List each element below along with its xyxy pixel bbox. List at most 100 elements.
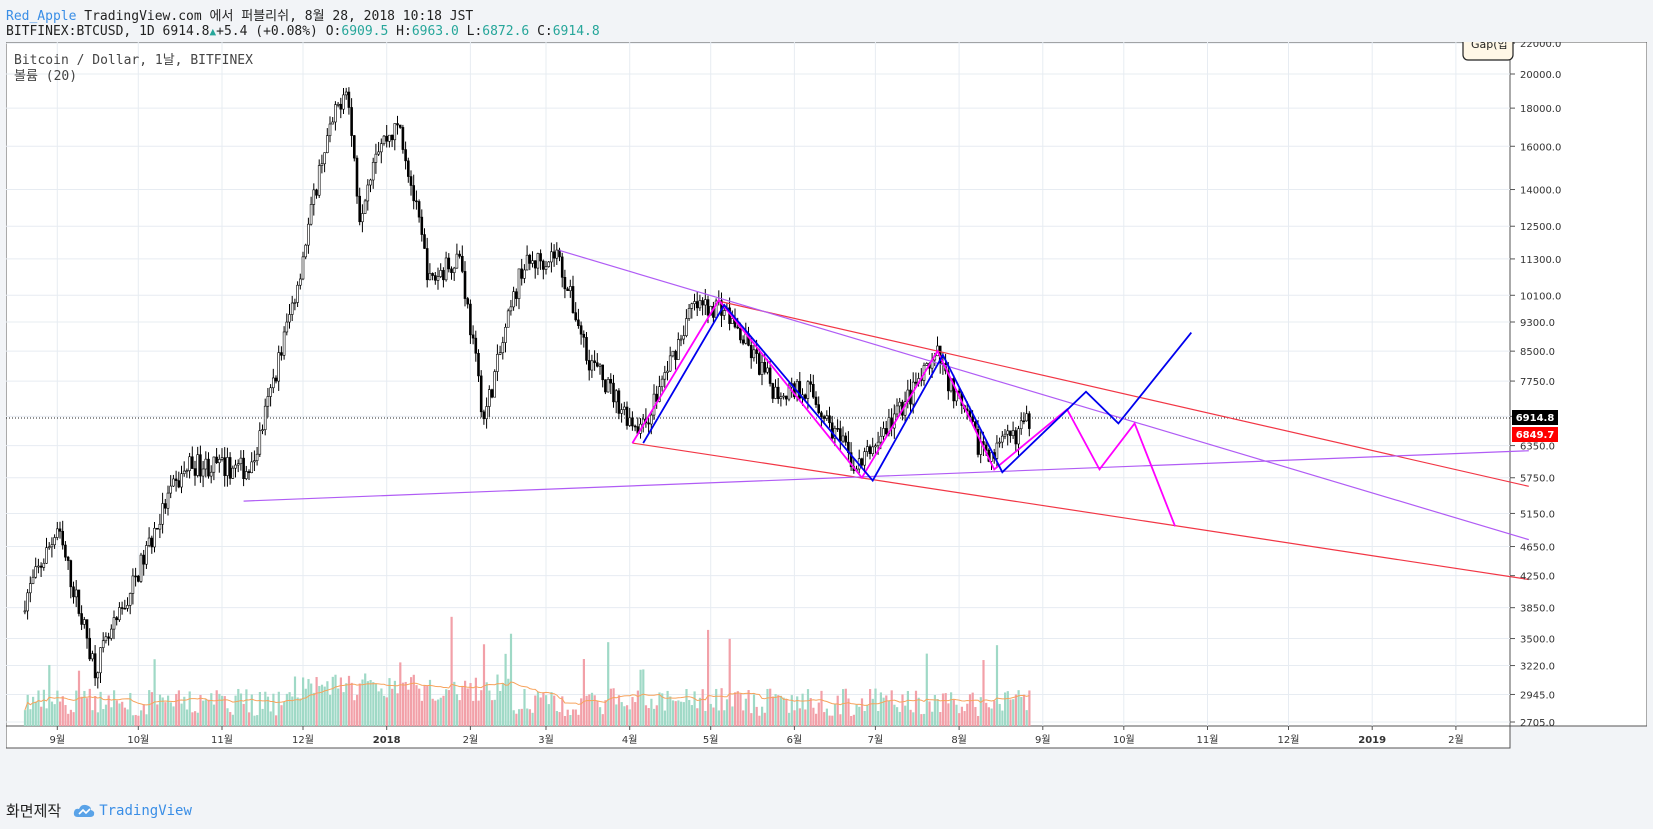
volume-bar (302, 677, 305, 726)
volume-bar (774, 694, 777, 726)
candle-body (147, 537, 151, 546)
candle-body (587, 360, 591, 371)
volume-bar (771, 696, 774, 726)
candle-body (706, 299, 710, 316)
candle-body (37, 565, 40, 568)
time-axis[interactable]: 9월 10월 11월 12월 2018 2월 3월 4월 5월 6월 7월 8월 9월 10월 11월 12월… (50, 726, 1464, 746)
candle-body (91, 653, 94, 660)
volume-bar (169, 702, 172, 726)
volume-bar (939, 712, 942, 726)
candle-body (115, 617, 118, 621)
volume-bar (631, 697, 634, 726)
candle-body (884, 428, 888, 435)
candle-body (280, 352, 283, 356)
volume-bar (129, 692, 132, 726)
chart-title: Bitcoin / Dollar, 1날, BITFINEX (14, 53, 253, 68)
candle-body (228, 457, 232, 479)
volume-bar (499, 690, 502, 726)
candle-body (50, 544, 54, 548)
made-with-label: 화면제작 (6, 802, 62, 820)
price-chart[interactable]: 22000.0 20000.0 18000.0 16000.0 14000.0 12500… (6, 42, 1647, 792)
candle-body (285, 321, 289, 333)
author-link[interactable]: Red_Apple (6, 9, 77, 24)
candle-body (263, 405, 267, 430)
candle-body (334, 104, 337, 123)
price-axis[interactable]: 22000.0 20000.0 18000.0 16000.0 14000.0 12500… (1510, 42, 1561, 729)
candle-body (64, 544, 67, 558)
volume-bar (423, 685, 426, 726)
volume-bar (539, 697, 542, 726)
volume-bar (234, 695, 237, 726)
candle-body (298, 278, 302, 286)
volume-bar (102, 709, 105, 726)
volume-bar (29, 709, 32, 726)
zigzag-magenta (631, 298, 1176, 527)
volume-bar (469, 683, 472, 726)
candle-body (128, 593, 132, 606)
volume-bar (1025, 710, 1028, 726)
candle-body (455, 253, 459, 269)
candle-body (282, 331, 286, 356)
y-tick-label: 20000.0 (1520, 70, 1561, 81)
low-label: L: (466, 24, 483, 39)
volume-bar (523, 689, 526, 726)
candle-body (874, 445, 877, 448)
volume-bar (167, 695, 170, 726)
volume-bar (931, 711, 934, 726)
candle-body (350, 107, 353, 136)
volume-bar (99, 691, 102, 726)
drawings[interactable] (243, 249, 1529, 581)
volume-bar (518, 709, 521, 726)
candle-body (355, 157, 359, 197)
candle-body (1025, 413, 1028, 422)
volume-bar (639, 669, 642, 726)
candle-body (458, 253, 461, 257)
volume-bar (229, 712, 232, 726)
volume-bar (177, 690, 180, 726)
x-tick-label: 5월 (703, 734, 719, 746)
candle-body (479, 375, 483, 413)
volume-bar (696, 708, 699, 726)
candle-body (1000, 435, 1004, 443)
gap-badge[interactable]: Gap(입 (1462, 42, 1514, 61)
x-tick-label: 11월 (211, 734, 233, 746)
volume-bar (963, 711, 966, 726)
grid (6, 42, 1510, 726)
candle-body (288, 314, 291, 323)
candle-body (504, 326, 507, 343)
volume-bar (466, 688, 469, 726)
volume-bar (885, 695, 888, 726)
volume-bar (607, 642, 610, 726)
volume-bar (842, 689, 845, 726)
candle-body (123, 607, 127, 610)
candle-body (811, 384, 815, 398)
candle-body (142, 554, 145, 565)
volume-bar (399, 662, 402, 726)
volume-bar (137, 715, 140, 726)
candle-body (242, 457, 245, 480)
candle-body (585, 337, 588, 361)
candle-body (766, 367, 769, 373)
candle-body (838, 428, 842, 442)
x-tick-label: 2월 (1448, 734, 1464, 746)
candle-body (1017, 428, 1020, 445)
candle-body (169, 485, 172, 494)
volume-bar (941, 693, 945, 726)
volume-bar (545, 695, 548, 726)
volume-bar (569, 715, 572, 726)
candle-body (876, 441, 880, 447)
volume-bar (331, 676, 334, 726)
candle-body (401, 127, 405, 150)
volume-bar (623, 706, 626, 726)
volume-bar (115, 700, 118, 726)
volume-bar (1006, 691, 1009, 726)
candle-body (552, 251, 556, 259)
volume-bar (61, 696, 64, 726)
candle-body (984, 444, 988, 451)
high-label: H: (396, 24, 412, 39)
volume-bar (194, 711, 197, 726)
candle-body (412, 185, 416, 202)
volume-bar (1001, 710, 1004, 726)
tradingview-brand[interactable]: TradingView (73, 803, 192, 819)
volume-bar (612, 688, 615, 726)
